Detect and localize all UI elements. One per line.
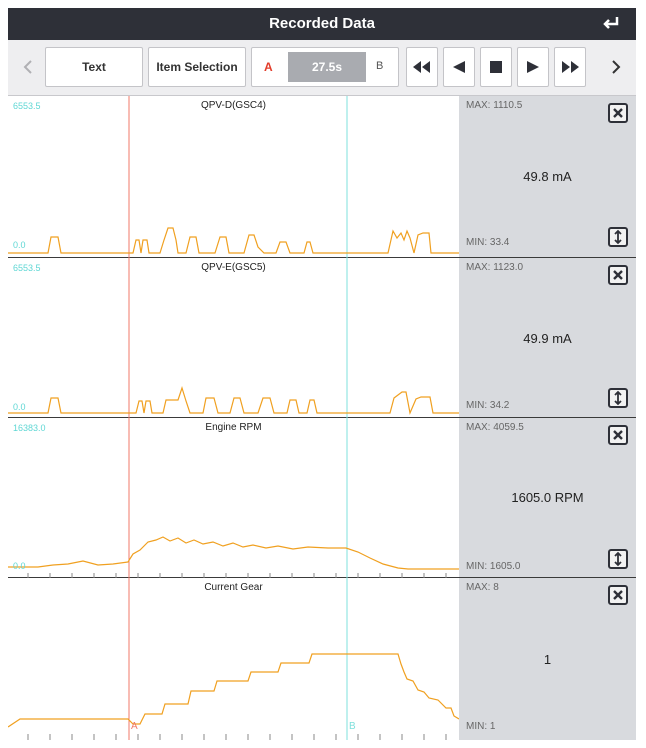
chevron-left-icon[interactable] — [16, 47, 40, 87]
max-value: MAX: 1110.5 — [466, 100, 523, 111]
close-icon[interactable] — [608, 103, 628, 123]
cursor-a-marker: A — [131, 721, 138, 732]
y-min-label: 0.0 — [13, 402, 26, 412]
close-icon[interactable] — [608, 265, 628, 285]
return-arrow-icon[interactable] — [600, 13, 622, 35]
chevron-right-icon[interactable] — [604, 47, 628, 87]
value-sidebar: MAX: 1123.0 49.9 mA MIN: 34.2 — [459, 258, 636, 417]
vertical-scale-icon[interactable] — [608, 388, 628, 408]
min-value: MIN: 1605.0 — [466, 561, 521, 572]
value-sidebar: MAX: 4059.5 1605.0 RPM MIN: 1605.0 — [459, 418, 636, 577]
vertical-scale-icon[interactable] — [608, 227, 628, 247]
page-title: Recorded Data — [269, 15, 375, 32]
step-back-button[interactable] — [443, 47, 475, 87]
toolbar: Text Item Selection A 27.5s B — [8, 40, 636, 96]
y-min-label: 0.0 — [13, 240, 26, 250]
fast-forward-icon — [562, 61, 579, 73]
play-icon — [527, 61, 539, 73]
y-min-label: 0.0 — [13, 561, 26, 571]
y-max-label: 6553.5 — [13, 263, 41, 273]
trace-line — [8, 227, 459, 254]
plot-area: QPV-E(GSC5) 6553.5 0.0 — [8, 258, 459, 418]
close-icon[interactable] — [608, 425, 628, 445]
x-axis-ticks — [27, 573, 447, 578]
min-value: MIN: 1 — [466, 721, 496, 732]
graph-title: Current Gear — [204, 582, 263, 593]
graph-panel-current-gear: Current Gear A B MAX: 8 1 MIN: 1 — [8, 578, 636, 740]
stop-button[interactable] — [480, 47, 512, 87]
min-value: MIN: 33.4 — [466, 237, 510, 248]
y-max-label: 6553.5 — [13, 101, 41, 111]
plot-area: QPV-D(GSC4) 6553.5 0.0 — [8, 96, 459, 258]
current-value: 49.9 mA — [523, 331, 572, 346]
cursor-b-marker: B — [349, 721, 356, 732]
max-value: MAX: 4059.5 — [466, 422, 524, 433]
step-back-icon — [453, 61, 465, 73]
marker-b-label[interactable]: B — [376, 60, 384, 72]
max-value: MAX: 8 — [466, 582, 499, 593]
item-selection-button[interactable]: Item Selection — [148, 47, 246, 87]
close-icon[interactable] — [608, 585, 628, 605]
current-value: 1605.0 RPM — [511, 490, 584, 505]
graph-panel-engine-rpm: Engine RPM 16383.0 0.0 MAX: 4059.5 1605.… — [8, 418, 636, 578]
trace-line — [8, 386, 459, 416]
play-button[interactable] — [517, 47, 549, 87]
stop-icon — [490, 61, 502, 73]
time-display: 27.5s — [288, 52, 366, 82]
vertical-scale-icon[interactable] — [608, 549, 628, 569]
plot-area: Current Gear A B — [8, 578, 459, 740]
graph-panel-qpv-e: QPV-E(GSC5) 6553.5 0.0 MAX: 1123.0 49.9 … — [8, 258, 636, 418]
max-value: MAX: 1123.0 — [466, 262, 524, 273]
y-max-label: 16383.0 — [13, 423, 46, 433]
title-bar: Recorded Data — [8, 8, 636, 40]
current-value: 49.8 mA — [523, 169, 572, 184]
trace-line — [8, 536, 459, 570]
value-sidebar: MAX: 8 1 MIN: 1 — [459, 578, 636, 740]
graph-panel-qpv-d: QPV-D(GSC4) 6553.5 0.0 MAX: 1110.5 49.8 … — [8, 96, 636, 258]
value-sidebar: MAX: 1110.5 49.8 mA MIN: 33.4 — [459, 96, 636, 257]
ab-time-selector[interactable]: A 27.5s B — [251, 47, 399, 87]
fast-rewind-button[interactable] — [406, 47, 438, 87]
text-button[interactable]: Text — [45, 47, 143, 87]
min-value: MIN: 34.2 — [466, 400, 510, 411]
current-value: 1 — [543, 652, 552, 667]
marker-a-label[interactable]: A — [264, 60, 273, 74]
graph-title: QPV-D(GSC4) — [200, 100, 266, 111]
graph-title: Engine RPM — [205, 422, 262, 433]
graph-title: QPV-E(GSC5) — [201, 262, 266, 273]
fast-rewind-icon — [413, 61, 430, 73]
fast-forward-button[interactable] — [554, 47, 586, 87]
trace-line — [8, 653, 459, 728]
plot-area: Engine RPM 16383.0 0.0 — [8, 418, 459, 578]
x-axis-ticks — [27, 734, 447, 740]
